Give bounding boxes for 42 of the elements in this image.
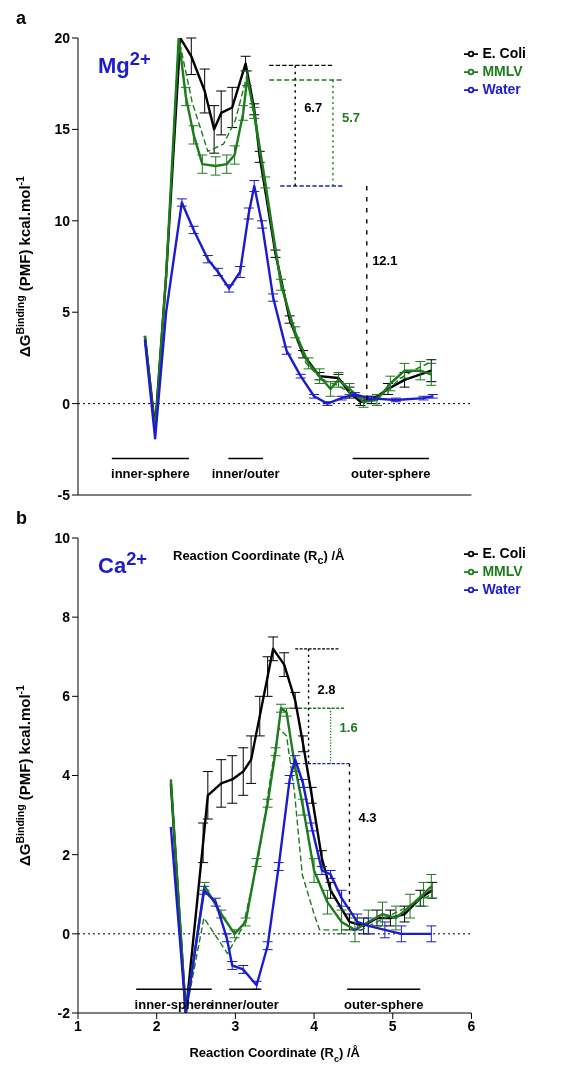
legend-label: Water: [482, 581, 521, 597]
annotation: 1.6: [339, 720, 358, 736]
y-tick-label: 20: [54, 29, 71, 46]
y-tick-label: 15: [54, 121, 71, 138]
annotation: 12.1: [372, 253, 398, 269]
y-tick-label: 6: [62, 688, 71, 705]
x-tick-label: 3: [231, 1017, 240, 1034]
text: Ca$^{2+}$: [98, 548, 148, 580]
annotation: outer-sphere: [351, 465, 431, 481]
legend-label: MMLV: [482, 63, 523, 79]
text: Mg$^{2+}$: [98, 48, 151, 80]
chart-title: b: [16, 508, 27, 529]
y-tick-label: 10: [54, 529, 71, 546]
annotation: inner-sphere: [111, 465, 190, 481]
y-tick-label: 2: [62, 846, 71, 863]
annotation: inner/outer: [211, 465, 280, 481]
x-tick-label: 4: [310, 1017, 319, 1034]
legend-label: E. Coli: [482, 545, 526, 561]
x-tick-label: 2: [152, 1017, 161, 1034]
legend-label: Water: [482, 81, 521, 97]
annotation: outer-sphere: [343, 996, 424, 1012]
annotation: 4.3: [358, 810, 377, 826]
y-tick-label: -2: [57, 1004, 71, 1021]
y-tick-label: 4: [62, 767, 71, 784]
y-tick-label: 8: [62, 609, 71, 626]
y-tick-label: 5: [62, 304, 71, 321]
annotation: 5.7: [341, 109, 360, 125]
x-tick-label: 6: [467, 1017, 476, 1034]
y-tick-label: 0: [62, 925, 71, 942]
x-tick-label: 1: [74, 1017, 83, 1034]
annotation: inner/outer: [210, 996, 279, 1012]
legend-label: MMLV: [482, 563, 523, 579]
x-tick-label: 5: [388, 1017, 397, 1034]
chart-title: a: [16, 8, 27, 29]
y-tick-label: -5: [57, 486, 71, 503]
legend-label: E. Coli: [482, 45, 526, 61]
annotation: 2.8: [317, 681, 336, 697]
annotation: Reaction Coordinate (R$_{c}$) /Å: [173, 548, 345, 566]
y-tick-label: 10: [54, 212, 71, 229]
y-tick-label: 0: [62, 395, 71, 412]
annotation: 6.7: [304, 100, 323, 116]
x-axis-title: Reaction Coordinate (R$_{c}$) /Å: [189, 1045, 361, 1064]
